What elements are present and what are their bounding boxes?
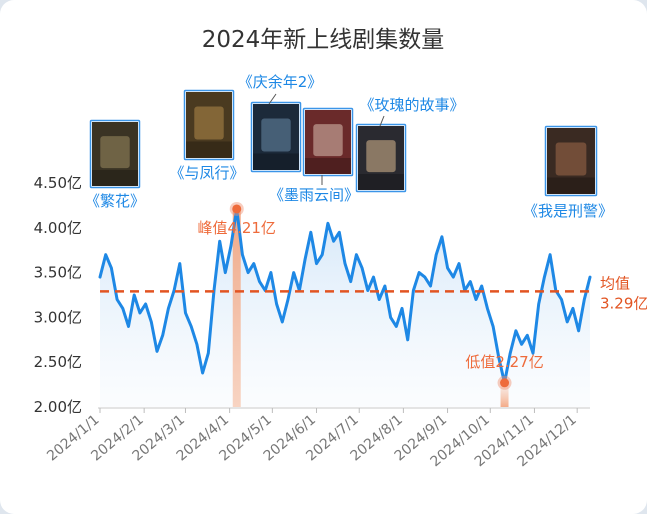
annotation-fanhua: 《繁花》 — [85, 119, 145, 210]
annotation-label: 《墨雨云间》 — [269, 186, 359, 204]
average-label-value: 3.29亿 — [600, 294, 647, 312]
y-tick-label: 4.50亿 — [34, 174, 82, 192]
poster-frame — [302, 107, 354, 177]
poster-art — [313, 124, 343, 157]
average-label-title: 均值 — [600, 274, 630, 292]
poster-shade — [92, 170, 138, 186]
poster-frame — [544, 125, 598, 197]
poster-shade — [305, 158, 351, 174]
trough-label: 低值2.27亿 — [465, 353, 543, 371]
drama-annotations: 《繁花》 《与凤行》 《庆余年2》《墨雨云间》 《玫瑰的故事》《我是刑警》 — [85, 73, 613, 220]
peak-marker — [232, 204, 242, 214]
average-line-layer: 均值 3.29亿 — [100, 274, 647, 312]
poster-shade — [253, 153, 299, 170]
y-tick-label: 3.50亿 — [34, 264, 82, 282]
annotation-label: 《庆余年2》 — [238, 73, 323, 91]
annotation-woshixingjing: 《我是刑警》 — [523, 125, 613, 220]
highlight-bars — [232, 208, 509, 407]
series-line — [98, 207, 592, 385]
y-tick-label: 2.00亿 — [34, 398, 82, 416]
poster-frame — [183, 89, 235, 161]
series-line-layer — [98, 207, 592, 385]
poster-shade — [358, 174, 404, 190]
poster-art — [366, 140, 396, 173]
y-tick-label: 4.00亿 — [34, 219, 82, 237]
annotation-moyuyunjian: 《墨雨云间》 — [269, 107, 359, 204]
peak-highlight-bar — [232, 208, 241, 407]
area-fill-layer — [100, 209, 590, 407]
annotation-qingyunian: 《庆余年2》 — [238, 73, 323, 173]
annotation-label: 《我是刑警》 — [523, 202, 613, 220]
annotation-label: 《繁花》 — [85, 192, 145, 210]
chart-title: 2024年新上线剧集数量 — [202, 27, 445, 53]
series-area — [100, 209, 590, 407]
annotation-label: 《与凤行》 — [169, 164, 244, 182]
poster-frame — [250, 101, 302, 173]
y-tick-label: 2.50亿 — [34, 353, 82, 371]
peak-label: 峰值4.21亿 — [198, 219, 276, 237]
annotation-meigui: 《玫瑰的故事》 — [355, 96, 465, 193]
y-tick-label: 3.00亿 — [34, 308, 82, 326]
poster-art — [100, 136, 130, 169]
poster-art — [261, 118, 291, 152]
poster-art — [555, 142, 587, 176]
poster-frame — [89, 119, 141, 189]
annotation-yufengxing: 《与凤行》 — [169, 89, 245, 182]
annotation-leader — [268, 93, 277, 105]
trough-highlight-bar — [500, 382, 509, 407]
annotation-label: 《玫瑰的故事》 — [359, 96, 464, 114]
annotation-leader — [379, 115, 385, 127]
poster-shade — [547, 177, 595, 194]
poster-art — [194, 106, 224, 140]
trough-marker — [500, 378, 510, 388]
poster-shade — [186, 141, 232, 158]
